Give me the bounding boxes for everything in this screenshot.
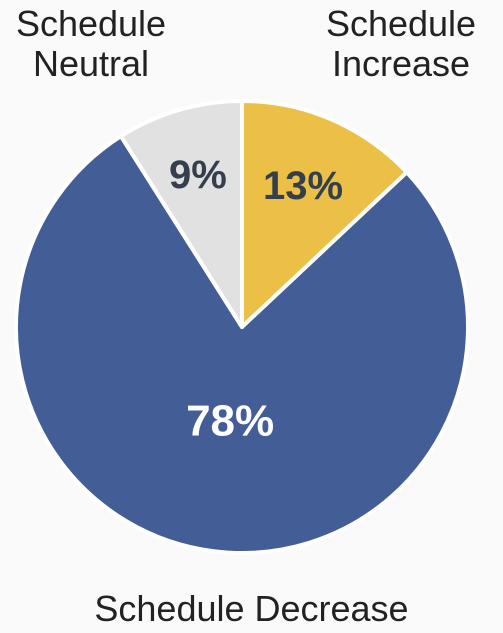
pie-slice-schedule-neutral xyxy=(118,99,244,329)
legend-label-schedule-decrease: Schedule Decrease xyxy=(94,588,409,629)
data-label-schedule-increase: 13% xyxy=(263,164,343,208)
pie-slice-schedule-decrease xyxy=(14,134,470,555)
pie-slice-schedule-increase xyxy=(240,99,409,329)
data-label-schedule-neutral: 9% xyxy=(169,153,227,197)
legend-label-schedule-neutral: Schedule Neutral xyxy=(15,3,167,84)
data-label-schedule-decrease: 78% xyxy=(186,397,274,446)
legend-label-schedule-increase: Schedule Increase xyxy=(325,3,477,84)
